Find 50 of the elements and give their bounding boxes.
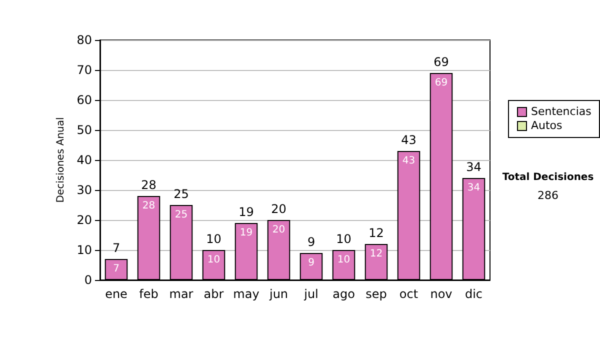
x-tick-label: oct (399, 287, 418, 301)
x-tick-label: nov (430, 287, 452, 301)
x-tick-label: ago (332, 287, 355, 301)
y-tick-label: 50 (76, 123, 92, 137)
y-tick-label: 40 (76, 153, 92, 167)
x-tick-label: abr (204, 287, 224, 301)
x-tick-label: jun (268, 287, 288, 301)
y-tick-label: 10 (76, 243, 92, 257)
y-tick-label: 0 (84, 273, 92, 287)
y-axis-title: Decisiones Anual (55, 117, 66, 203)
data-label: 9 (308, 258, 314, 268)
total-label: 43 (401, 133, 416, 147)
y-tick-label: 70 (76, 63, 92, 77)
data-label: 12 (370, 248, 383, 260)
data-label: 20 (272, 224, 286, 236)
data-label: 10 (337, 254, 350, 266)
total-label: 10 (206, 232, 222, 246)
x-tick-label: jul (303, 287, 318, 301)
x-tick-label: mar (169, 287, 194, 301)
total-label: 25 (174, 187, 189, 201)
data-label: 69 (434, 78, 448, 88)
data-label: 34 (467, 182, 480, 194)
x-tick-label: ene (105, 287, 128, 301)
y-tick-label: 20 (76, 213, 92, 227)
data-label: 19 (240, 228, 253, 238)
total-label: 20 (271, 202, 286, 216)
x-tick-label: feb (139, 287, 158, 301)
y-tick-label: 60 (76, 93, 92, 107)
data-label: 43 (402, 156, 416, 166)
x-tick-label: sep (366, 287, 387, 301)
legend-label: Autos (531, 119, 562, 133)
data-label: 10 (207, 254, 220, 266)
x-tick-label: dic (464, 287, 483, 301)
legend-label: Sentencias (531, 105, 592, 119)
y-tick-label: 80 (76, 33, 92, 47)
total-label: 69 (434, 55, 449, 69)
total-label: 28 (141, 178, 156, 192)
total-label: 7 (112, 241, 120, 255)
text: 286 (536, 189, 560, 202)
data-label: 25 (174, 210, 188, 220)
data-label: 7 (113, 264, 120, 274)
x-tick-label: may (233, 287, 260, 301)
total-label: 9 (307, 235, 316, 249)
text: Total Decisiones (501, 172, 595, 183)
total-label: 19 (238, 205, 254, 219)
total-label: 12 (368, 226, 384, 240)
total-label: 34 (466, 160, 482, 174)
data-label: 28 (142, 200, 156, 212)
total-label: 10 (336, 232, 352, 246)
y-tick-label: 30 (76, 183, 92, 197)
